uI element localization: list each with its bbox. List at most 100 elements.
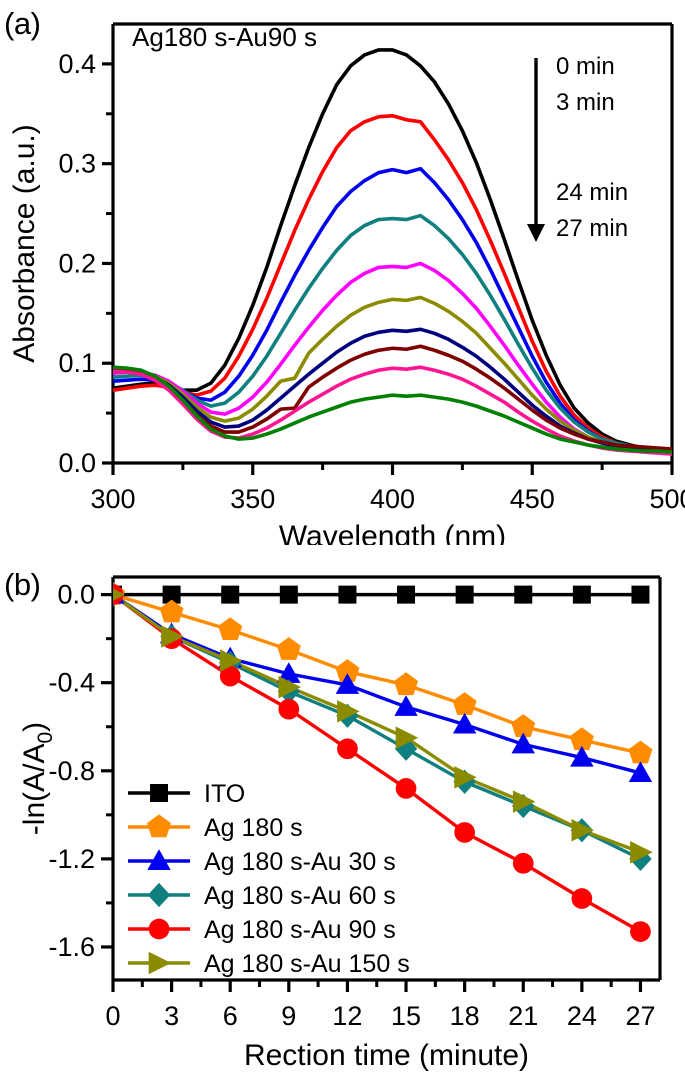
marker-square [572,585,591,604]
panel-b-xtick-label: 27 [625,1001,655,1031]
panel-b-xtick-label: 24 [567,1001,597,1031]
panel-a-annotation-label: 27 min [556,215,628,242]
marker-square [150,784,168,802]
marker-pentagon [335,659,360,682]
panel-b-xtick-label: 12 [332,1001,362,1031]
panel-a-annotation-label: 24 min [556,179,628,206]
panel-b-xtick-label: 0 [105,1001,120,1031]
legend-item: ITO [128,780,245,808]
panel-a-curve [113,48,672,453]
marker-triangle-up [452,712,477,734]
marker-square [221,585,240,604]
panel-a-ytick-label: 0.3 [58,149,96,179]
marker-triangle-right [512,790,536,813]
marker-diamond [629,846,652,872]
panel-b-xtick-label: 6 [223,1001,238,1031]
marker-pentagon [218,617,243,641]
legend-item: Ag 180 s-Au 150 s [128,950,410,978]
legend-item: Ag 180 s-Au 90 s [128,916,396,944]
marker-square [631,585,650,604]
svg-text:-ln(A/A0): -ln(A/A0) [18,722,57,835]
marker-pentagon [628,740,653,764]
marker-circle [148,918,170,940]
marker-diamond [394,736,418,761]
marker-diamond [147,882,171,908]
panel-a-ytick-label: 0.1 [58,348,96,378]
panel-a-xtick-label: 450 [510,484,555,514]
panel-a-xtick-label: 300 [90,484,135,514]
panel-b-ytick-label: 0.0 [57,580,95,610]
panel-a-xtick-label: 400 [370,484,415,514]
legend-item: Ag 180 s-Au 60 s [128,882,396,910]
panel-a-ytick-label: 0.0 [58,448,96,478]
panel-a-label: (a) [4,6,41,41]
marker-square [279,585,298,604]
marker-pentagon [452,692,477,715]
panel-a-curve [113,213,672,452]
marker-circle [454,822,475,843]
legend-label: Ag 180 s-Au 30 s [204,848,396,876]
marker-pentagon [159,599,184,623]
panel-a: (a) 0.0 0.1 0.2 0.3 0.4 300 350 400 450 500 Wavele… [4,6,685,545]
panel-a-ytick-label: 0.4 [58,49,96,79]
marker-triangle-up [147,849,171,870]
panel-a-ytick-label: 0.2 [58,248,96,278]
marker-pentagon [147,814,171,838]
legend-label: ITO [204,780,245,808]
panel-a-plot: 0.0 0.1 0.2 0.3 0.4 300 350 400 450 500 Wavelength… [8,22,685,545]
marker-circle [630,921,651,942]
panel-b-xaxis-title: Rection time (minute) [244,1039,529,1072]
panel-b-ytick-label: -1.6 [48,932,95,962]
marker-circle [512,852,534,874]
marker-triangle-right [161,625,184,648]
marker-triangle-right [219,649,243,672]
panel-b-label: (b) [4,567,41,602]
panel-a-curve [113,113,672,454]
panel-a-yaxis-title: Absorbance (a.u.) [8,124,41,362]
panel-b-xtick-label: 21 [508,1001,538,1031]
panel-a-annotation-label: 0 min [556,53,615,80]
marker-circle [395,778,417,799]
marker-triangle-right [337,700,360,723]
down-arrow-head [527,224,545,242]
legend-item: Ag 180 s-Au 30 s [128,848,396,876]
panel-a-annotation-label: 3 min [556,89,615,116]
panel-b-yaxis-title: -ln(A/A0) [18,722,57,835]
panel-a-curve [113,295,672,452]
marker-square [338,585,357,604]
marker-circle [337,738,358,760]
panel-b-legend: ITO Ag 180 s Ag 180 s-Au 30 s Ag 180 s-Au 6… [128,780,410,978]
marker-pentagon [511,714,536,737]
panel-a-inplot-title: Ag180 s-Au90 s [132,22,317,52]
marker-circle [571,888,593,909]
legend-label: Ag 180 s-Au 60 s [204,882,396,910]
panel-b-ytick-label: -1.2 [48,844,95,874]
marker-pentagon [569,727,594,751]
panel-b-xtick-label: 3 [164,1001,179,1031]
marker-triangle-right [395,726,419,750]
panel-b-series-line [113,593,642,854]
marker-triangle-right [571,819,595,842]
marker-pentagon [394,672,419,696]
marker-triangle-up [628,761,653,782]
marker-circle [278,698,300,720]
panel-b-xtick-label: 9 [281,1001,296,1031]
panel-a-xaxis-title: Wavelength (nm) [279,520,506,545]
marker-triangle-up [394,695,418,716]
marker-circle [219,665,241,687]
legend-label: Ag 180 s-Au 90 s [204,916,396,944]
marker-triangle-up [335,673,360,694]
panel-b-xtick-label: 18 [450,1001,480,1031]
marker-triangle-right [630,841,653,864]
panel-b-series-line [113,593,641,775]
panel-a-xtick-label: 500 [649,484,685,514]
marker-pentagon [276,637,301,660]
panel-b-ytick-label: -0.4 [48,668,95,698]
marker-square [455,585,474,604]
panel-a-curve [113,365,672,454]
legend-item: Ag 180 s [128,814,303,842]
marker-triangle-right [454,766,477,789]
marker-square [397,585,416,604]
legend-label: Ag 180 s [204,814,303,842]
